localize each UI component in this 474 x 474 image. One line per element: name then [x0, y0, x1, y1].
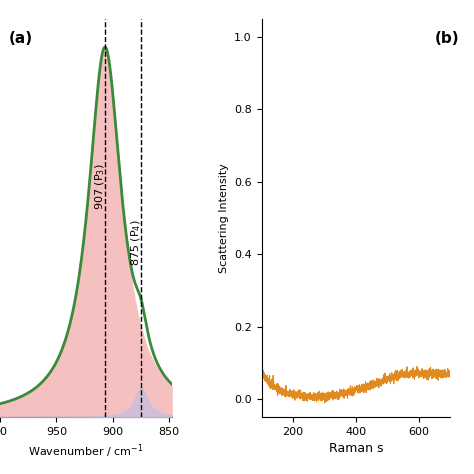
Text: 875 (P$_4$): 875 (P$_4$) — [130, 219, 143, 266]
Y-axis label: Scattering Intensity: Scattering Intensity — [219, 163, 228, 273]
Text: 907 (P$_3$): 907 (P$_3$) — [94, 164, 107, 210]
X-axis label: Raman s: Raman s — [328, 442, 383, 456]
Text: (b): (b) — [435, 31, 460, 46]
Text: (a): (a) — [9, 31, 33, 46]
X-axis label: Wavenumber / cm$^{-1}$: Wavenumber / cm$^{-1}$ — [28, 442, 144, 460]
